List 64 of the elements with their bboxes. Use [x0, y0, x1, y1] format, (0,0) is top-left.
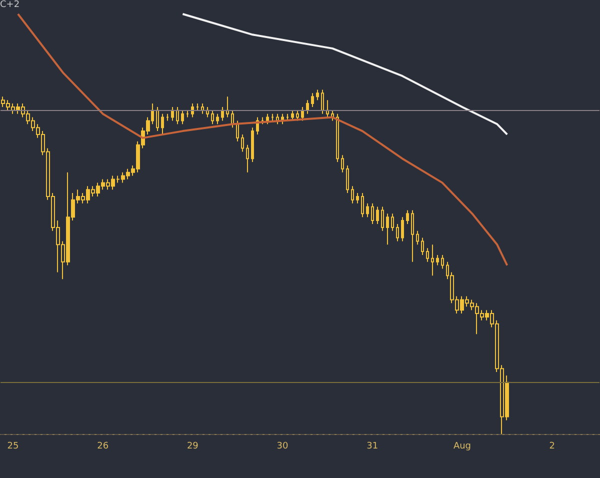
candlestick [416, 230, 419, 246]
candlestick [286, 113, 289, 122]
candlestick [221, 106, 224, 122]
candlestick [341, 154, 344, 173]
x-tick-label: Aug [453, 442, 472, 452]
candlestick [441, 254, 444, 270]
candlestick [181, 110, 184, 125]
candlestick [216, 113, 219, 125]
x-tick-label: 26 [97, 442, 109, 452]
text: C+2 [0, 0, 20, 10]
candlestick [261, 116, 264, 125]
candlestick [291, 110, 294, 122]
candlestick [371, 202, 374, 224]
candlestick [201, 103, 204, 114]
candlestick [326, 100, 329, 118]
candlestick [156, 106, 159, 132]
candlestick [406, 210, 409, 224]
candlestick [366, 202, 369, 218]
candlestick [246, 144, 249, 173]
candlestick [231, 110, 234, 128]
candlestick [191, 103, 194, 118]
candlestick [321, 89, 324, 114]
x-tick-label: 25 [7, 442, 19, 452]
candlestick [361, 192, 364, 218]
candlestick [431, 244, 434, 276]
candlestick [426, 248, 429, 262]
candlestick [251, 127, 254, 163]
candlestick [391, 213, 394, 232]
candlestick [331, 110, 334, 122]
candlestick [171, 106, 174, 122]
candlestick [186, 110, 189, 118]
candlestick [401, 216, 404, 242]
candlestick [411, 210, 414, 262]
candlestick [166, 113, 169, 122]
candlestick [196, 103, 199, 111]
candlestick [271, 113, 274, 122]
candlestick [241, 134, 244, 152]
candlestick [356, 192, 359, 204]
candlestick [396, 224, 399, 242]
candlestick [346, 164, 349, 194]
candlestick [311, 92, 314, 108]
candlestick [381, 206, 384, 232]
candlestick [301, 106, 304, 122]
candlestick [211, 110, 214, 125]
candlestick [266, 113, 269, 125]
x-tick-label: 2 [549, 442, 555, 452]
candlestick [316, 89, 319, 101]
candlestick [206, 106, 209, 118]
candlestick [421, 237, 424, 256]
candlestick [306, 100, 309, 114]
candlestick [376, 206, 379, 224]
x-tick-label: 31 [366, 442, 378, 452]
candlestick [436, 254, 439, 266]
x-tick-label: 30 [276, 442, 289, 452]
candlestick [336, 113, 339, 163]
candlestick [386, 213, 389, 246]
candlestick [276, 113, 279, 125]
x-tick-label: 29 [186, 442, 199, 452]
candlestick [351, 186, 354, 204]
candlestick [296, 110, 299, 122]
candlestick [176, 106, 179, 125]
candlestick [161, 113, 164, 135]
candlestick [236, 120, 239, 142]
candlestick [226, 96, 229, 118]
